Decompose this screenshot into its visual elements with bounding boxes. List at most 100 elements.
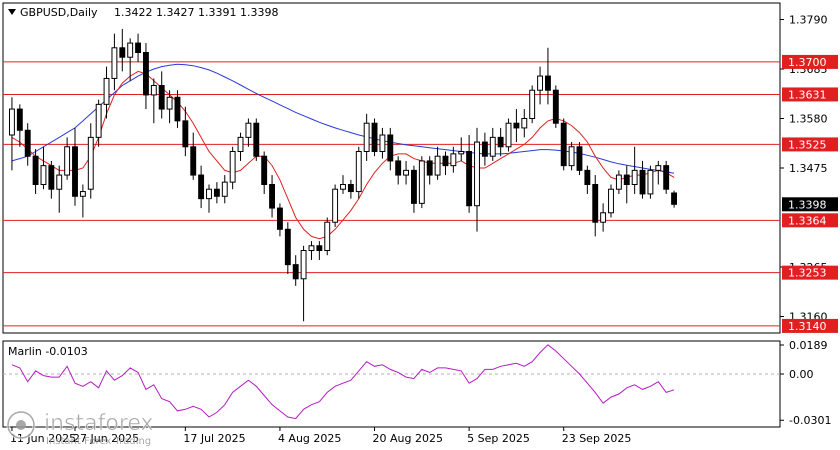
current-price-box — [782, 197, 838, 212]
level-label-box-5 — [782, 318, 838, 333]
candle-body — [127, 42, 134, 58]
candle-body — [434, 155, 441, 176]
candle-body — [410, 169, 417, 204]
candle-6 — [56, 165, 63, 213]
candle-body — [198, 174, 205, 200]
candle-body — [489, 136, 496, 157]
candle-47 — [379, 127, 386, 159]
candle-body — [56, 174, 63, 190]
candle-body — [481, 141, 488, 157]
collapse-triangle-icon[interactable] — [8, 9, 16, 15]
candle-body — [119, 47, 126, 58]
instaforex-logo-icon — [6, 410, 36, 440]
candle-58 — [466, 135, 473, 213]
candle-body — [103, 77, 110, 105]
candle-75 — [600, 203, 607, 232]
candle-body — [135, 42, 142, 54]
candle-body — [142, 52, 149, 96]
candle-18 — [150, 78, 157, 124]
candle-76 — [608, 184, 614, 218]
candle-72 — [576, 142, 583, 176]
candle-body — [166, 96, 173, 110]
candle-84 — [671, 190, 678, 208]
candle-body — [8, 108, 15, 136]
candle-body — [276, 207, 283, 230]
candle-1 — [16, 104, 23, 147]
candle-23 — [190, 132, 197, 180]
candle-body — [213, 188, 220, 197]
candle-41 — [332, 184, 339, 227]
candle-74 — [592, 175, 599, 237]
candle-25 — [206, 184, 212, 213]
candle-body — [466, 151, 473, 207]
candle-body — [253, 122, 260, 157]
candle-body — [379, 134, 386, 152]
candle-14 — [119, 28, 126, 72]
candle-26 — [213, 182, 220, 204]
candle-body — [269, 184, 276, 209]
candle-body — [537, 75, 544, 91]
candle-body — [631, 169, 638, 186]
watermark-brand: instaforex — [44, 411, 154, 436]
candle-78 — [623, 165, 630, 204]
candle-28 — [229, 146, 236, 190]
candle-body — [308, 245, 315, 252]
candle-body — [72, 146, 78, 197]
candle-64 — [513, 109, 520, 143]
candle-body — [639, 169, 646, 195]
candle-body — [24, 129, 31, 157]
candle-52 — [418, 156, 425, 209]
candle-0 — [8, 97, 15, 171]
candle-body — [332, 188, 339, 223]
candle-body — [340, 184, 346, 190]
watermark: instaforex Instant Forex Trading — [6, 410, 154, 447]
candle-5 — [48, 160, 55, 199]
candle-body — [608, 188, 614, 214]
candle-4 — [40, 146, 47, 190]
marlin-tick-label-0: 0.0189 — [789, 339, 828, 352]
candle-body — [355, 151, 362, 193]
candle-36 — [292, 255, 299, 286]
candle-61 — [489, 127, 496, 161]
candle-37 — [300, 245, 307, 322]
level-label-5: 1.3140 — [788, 320, 827, 333]
candle-3 — [32, 149, 39, 194]
price-tick-label-2: 1.3580 — [789, 113, 828, 126]
candle-body — [458, 151, 465, 155]
candle-body — [529, 89, 536, 120]
candle-body — [505, 122, 512, 148]
candle-79 — [631, 146, 638, 194]
candle-70 — [560, 118, 567, 171]
marlin-axis: 0.0189 0.00 -0.0301 — [780, 339, 831, 427]
candle-body — [474, 141, 480, 207]
candle-67 — [537, 66, 544, 105]
candle-body — [560, 122, 567, 167]
candle-body — [292, 264, 299, 280]
candle-body — [261, 155, 268, 185]
candle-body — [174, 96, 181, 122]
candle-7 — [64, 137, 71, 180]
symbol-label: GBPUSD,Daily — [20, 6, 98, 19]
candle-11 — [95, 99, 102, 147]
level-label-box-4 — [782, 265, 838, 280]
candle-body — [150, 85, 157, 96]
candle-body — [544, 75, 551, 91]
candle-body — [111, 47, 118, 79]
candle-46 — [371, 118, 378, 157]
candle-body — [403, 169, 410, 176]
candle-77 — [615, 170, 622, 194]
price-tick-label-3: 1.3475 — [789, 162, 828, 175]
candle-20 — [166, 90, 173, 124]
candle-80 — [639, 160, 646, 199]
candle-71 — [568, 142, 575, 171]
candle-body — [95, 103, 102, 138]
candle-63 — [505, 118, 512, 152]
candle-body — [316, 245, 323, 252]
time-label-4: 20 Aug 2025 — [373, 432, 443, 445]
candle-body — [497, 136, 504, 148]
candle-34 — [276, 203, 283, 237]
time-label-3: 4 Aug 2025 — [278, 432, 341, 445]
candle-30 — [245, 118, 252, 147]
